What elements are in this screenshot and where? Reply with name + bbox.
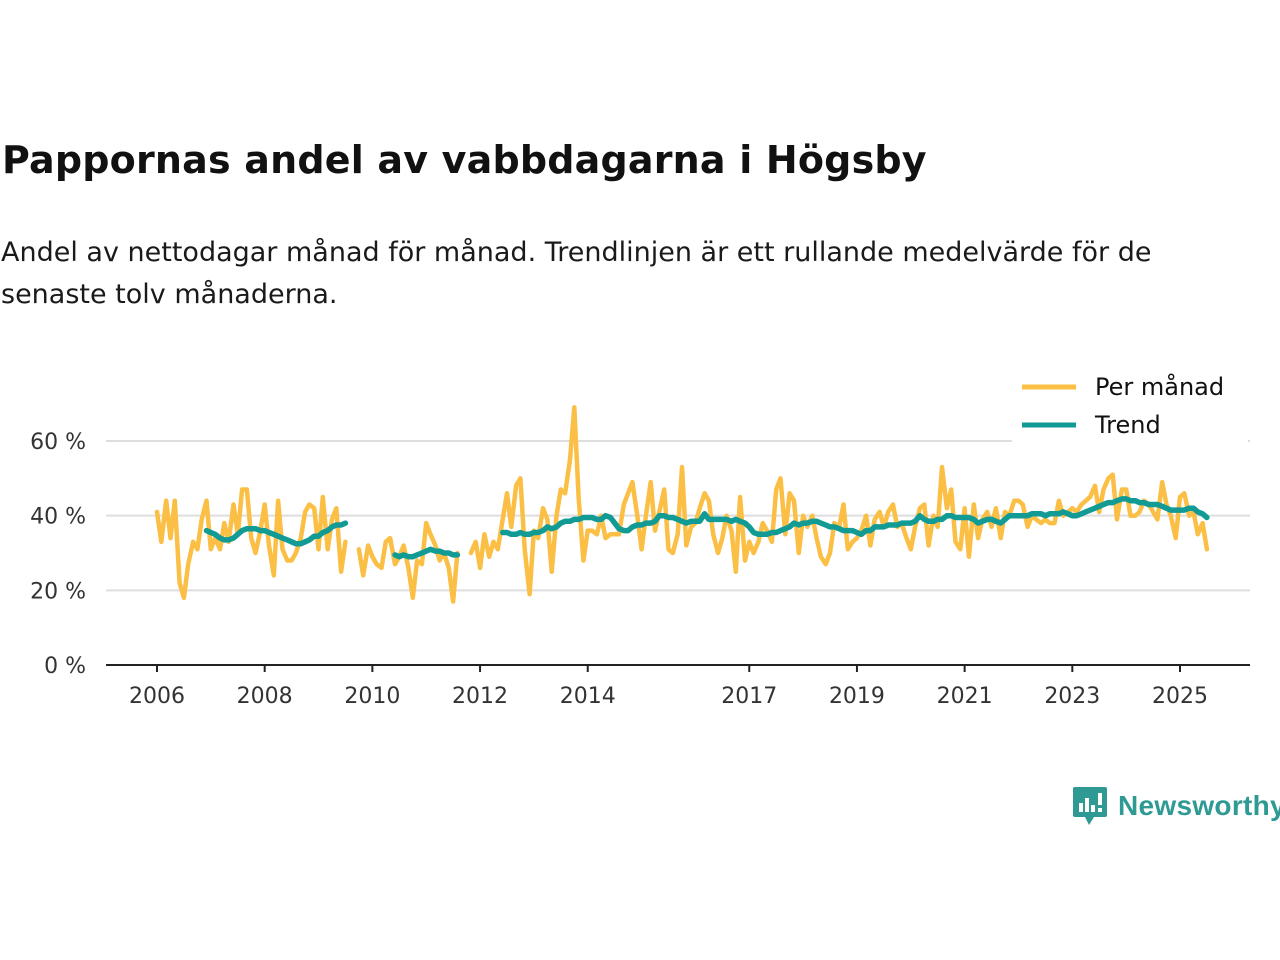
x-tick-label: 2019 xyxy=(829,684,885,709)
chart-subtitle: Andel av nettodagar månad för månad. Tre… xyxy=(1,237,1152,310)
legend: Per månad Trend xyxy=(1012,368,1248,442)
y-tick-label: 20 % xyxy=(30,579,86,604)
series-line-per-manad xyxy=(356,520,460,604)
brand-name: Newsworthy xyxy=(1118,790,1280,821)
series-line-trend xyxy=(499,496,1210,538)
legend-label-per-manad: Per månad xyxy=(1095,372,1224,401)
newsworthy-logo-icon xyxy=(1073,787,1107,825)
x-tick-label: 2012 xyxy=(452,684,508,709)
series-layer xyxy=(154,405,1210,604)
axis-layer: 0 % 20 % 40 % 60 % 2006 2008 2010 2012 2014 2017 2… xyxy=(30,430,1250,709)
x-tick-label: 2008 xyxy=(237,684,293,709)
x-tick-label: 2017 xyxy=(721,684,777,709)
newsworthy-brand: Newsworthy xyxy=(1072,786,1280,826)
x-tick-label: 2021 xyxy=(937,684,993,709)
series-line-trend xyxy=(392,546,461,560)
legend-background xyxy=(1012,368,1248,442)
y-tick-label: 40 % xyxy=(30,505,86,530)
chart-title: Pappornas andel av vabbdagarna i Högsby xyxy=(2,138,927,182)
y-tick-label: 60 % xyxy=(30,430,86,455)
x-tick-label: 2023 xyxy=(1044,684,1100,709)
x-tick-label: 2010 xyxy=(344,684,400,709)
legend-label-trend: Trend xyxy=(1094,411,1161,439)
series-line-trend xyxy=(203,520,349,547)
series-line-per-manad xyxy=(154,487,348,601)
y-tick-label: 0 % xyxy=(44,654,86,679)
x-tick-label: 2025 xyxy=(1152,684,1208,709)
x-tick-label: 2006 xyxy=(129,684,185,709)
x-tick-label: 2014 xyxy=(560,684,616,709)
